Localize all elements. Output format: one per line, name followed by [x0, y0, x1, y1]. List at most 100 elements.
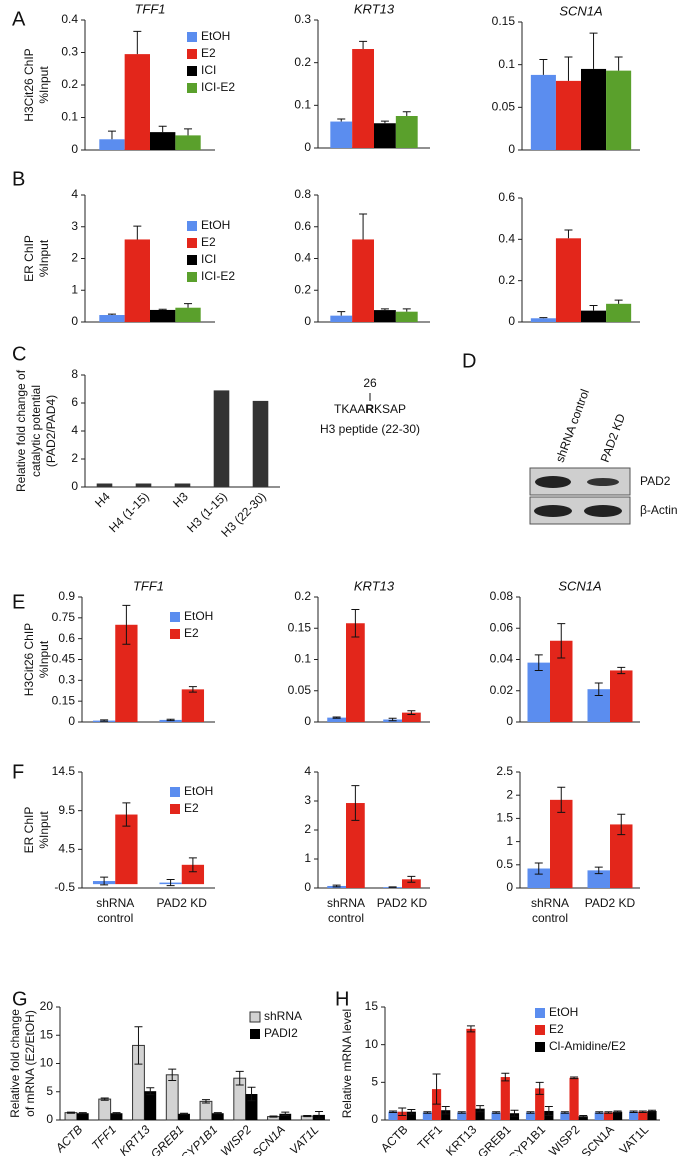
y-tick-label: 0.15	[492, 14, 516, 28]
y-tick-label: 0	[68, 714, 75, 728]
bar	[581, 310, 607, 322]
error-bar	[388, 717, 397, 722]
y-axis-label: (PAD2/PAD4)	[44, 395, 58, 467]
y-axis-label: ER ChIP	[22, 807, 36, 854]
y-tick-label: 0	[506, 880, 513, 894]
bar	[388, 1111, 398, 1120]
band	[535, 476, 571, 488]
error-bar	[184, 128, 193, 136]
error-bar	[466, 1025, 475, 1033]
error-bar	[359, 213, 368, 240]
y-tick-label: 4	[71, 187, 78, 201]
legend-swatch	[170, 804, 180, 814]
lane-label: shRNA control	[553, 387, 592, 464]
band	[584, 505, 622, 517]
legend-label: E2	[184, 801, 199, 815]
error-bar	[281, 1111, 290, 1116]
bar	[527, 868, 550, 888]
legend-swatch	[250, 1029, 260, 1039]
error-bar	[388, 886, 397, 888]
bar	[211, 1113, 224, 1120]
y-tick-label: 10	[40, 1056, 54, 1070]
bar	[346, 623, 365, 722]
bar	[144, 1091, 157, 1120]
error-bar	[407, 710, 416, 715]
legend-swatch	[535, 1008, 545, 1018]
error-bar	[544, 1105, 553, 1116]
bar	[500, 1077, 510, 1120]
y-tick-label: 0	[71, 479, 78, 493]
legend-swatch	[187, 255, 197, 265]
bar	[578, 1116, 588, 1120]
bar	[150, 309, 176, 322]
bar	[64, 1112, 78, 1121]
y-axis-label: of mRNA (E2/EtOH)	[23, 1010, 37, 1117]
bar	[530, 74, 556, 150]
y-tick-label: 1	[71, 282, 78, 296]
error-bar	[402, 111, 411, 116]
y-tick-label: 2	[71, 251, 78, 265]
x-tick-label: WISP2	[546, 1122, 583, 1156]
y-tick-label: 10	[365, 1037, 379, 1051]
error-bar	[595, 1111, 604, 1114]
legend-swatch	[187, 49, 197, 59]
x-tick-label: GREB1	[475, 1122, 514, 1156]
bar	[330, 121, 353, 148]
error-bar	[107, 313, 116, 316]
legend-swatch	[535, 1042, 545, 1052]
error-bar	[332, 716, 341, 719]
bar	[569, 1077, 579, 1120]
panel-letter: E	[12, 591, 25, 613]
y-axis-label: %Input	[37, 811, 51, 849]
error-bar	[579, 1114, 588, 1118]
bar	[587, 689, 610, 722]
y-tick-label: 0	[71, 314, 78, 328]
error-bar	[201, 1099, 210, 1104]
y-tick-label: 5	[371, 1075, 378, 1089]
bar	[587, 870, 610, 888]
error-bar	[613, 1110, 622, 1113]
y-tick-label: 2.5	[496, 764, 513, 778]
y-tick-label: 0.4	[61, 12, 78, 26]
y-tick-label: 0	[304, 714, 311, 728]
error-bar	[539, 317, 548, 319]
y-tick-label: 0.1	[498, 57, 515, 71]
legend-swatch	[187, 83, 197, 93]
y-axis-label: %Input	[37, 66, 51, 104]
x-tick-label: control	[532, 911, 568, 925]
error-bar	[332, 884, 341, 888]
y-tick-label: 20	[40, 999, 54, 1013]
legend-label: E2	[549, 1022, 564, 1036]
bar	[99, 315, 125, 322]
x-tick-label: control	[97, 911, 133, 925]
x-tick-label: CYP1B1	[506, 1122, 549, 1156]
y-tick-label: 0.2	[294, 282, 311, 296]
error-bar	[380, 120, 389, 124]
legend-label: EtOH	[201, 29, 230, 43]
error-bar	[557, 623, 566, 659]
y-tick-label: 0.02	[490, 683, 514, 697]
legend-label: ICI	[201, 63, 216, 77]
bar	[115, 814, 138, 885]
error-bar	[476, 1105, 485, 1113]
y-tick-label: 0.3	[294, 12, 311, 26]
x-tick-label: shRNA	[327, 896, 365, 910]
error-bar	[441, 1105, 450, 1115]
error-bar	[560, 1111, 569, 1114]
error-bar	[614, 56, 623, 71]
bar	[395, 311, 418, 322]
panel-letter: B	[12, 168, 25, 190]
error-bar	[535, 1081, 544, 1095]
bar	[124, 239, 150, 322]
error-bar	[100, 1097, 109, 1101]
y-axis-label: ER ChIP	[22, 235, 36, 282]
y-tick-label: 0.05	[492, 100, 516, 114]
bar	[610, 670, 633, 722]
chart-title: KRT13	[354, 1, 395, 16]
error-bar	[526, 1111, 535, 1114]
bar	[457, 1112, 467, 1120]
bar	[213, 390, 230, 487]
y-tick-label: 3	[304, 793, 311, 807]
y-tick-label: 0.06	[490, 620, 514, 634]
